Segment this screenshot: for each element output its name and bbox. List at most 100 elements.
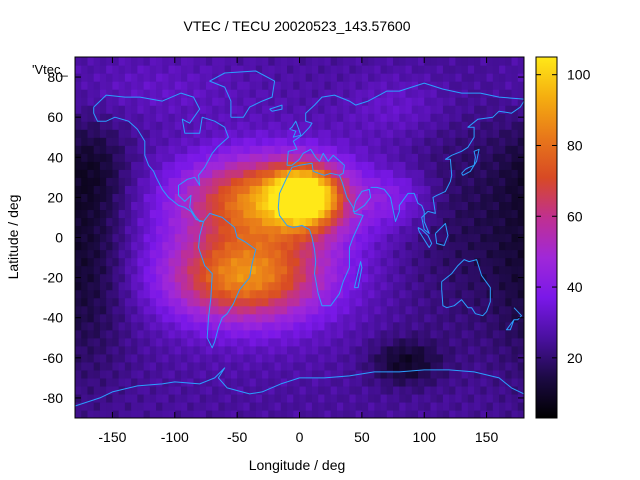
heatmap-cell [330, 281, 338, 291]
heatmap-cell [380, 217, 388, 227]
heatmap-cell [156, 217, 163, 227]
heatmap-cell [149, 169, 157, 178]
heatmap-cell [430, 265, 438, 275]
heatmap-cell [430, 361, 438, 371]
heatmap-cell [205, 257, 213, 267]
heatmap-cell [162, 409, 170, 418]
heatmap-cell [449, 257, 457, 267]
heatmap-cell [81, 89, 89, 98]
heatmap-cell [417, 105, 425, 114]
heatmap-cell [480, 225, 488, 235]
heatmap-cell [137, 281, 145, 291]
heatmap-cell [368, 145, 375, 154]
heatmap-cell [112, 65, 120, 74]
heatmap-cell [181, 121, 188, 130]
heatmap-cell [467, 217, 475, 227]
heatmap-cell [361, 297, 369, 307]
heatmap-cell [467, 161, 475, 170]
heatmap-cell [268, 345, 276, 355]
heatmap-cell [199, 249, 207, 259]
heatmap-cell [187, 249, 195, 259]
heatmap-cell [224, 73, 232, 82]
heatmap-cell [442, 145, 450, 154]
heatmap-cell [112, 377, 120, 387]
heatmap-cell [137, 113, 145, 122]
heatmap-cell [156, 145, 163, 154]
heatmap-cell [237, 57, 244, 66]
heatmap-cell [75, 57, 82, 66]
heatmap-cell [467, 257, 475, 267]
heatmap-cell [436, 241, 444, 251]
heatmap-cell [168, 201, 176, 211]
heatmap-cell [287, 297, 294, 307]
heatmap-cell [224, 89, 232, 98]
heatmap-cell [168, 225, 176, 235]
heatmap-cell [137, 377, 145, 387]
heatmap-cell [442, 209, 450, 219]
heatmap-cell [361, 377, 369, 387]
heatmap-cell [361, 201, 369, 211]
heatmap-cell [436, 281, 444, 291]
heatmap-cell [399, 321, 407, 331]
heatmap-cell [368, 305, 375, 315]
heatmap-cell [492, 249, 500, 259]
heatmap-cell [156, 121, 163, 130]
heatmap-cell [330, 409, 338, 418]
heatmap-cell [262, 297, 269, 307]
heatmap-cell [118, 137, 126, 146]
heatmap-cell [193, 137, 201, 146]
heatmap-cell [442, 289, 450, 299]
heatmap-cell [199, 89, 207, 98]
heatmap-cell [156, 329, 163, 339]
heatmap-cell [386, 57, 394, 66]
heatmap-cell [368, 353, 375, 363]
heatmap-cell [274, 401, 282, 411]
heatmap-cell [461, 217, 469, 227]
heatmap-cell [274, 305, 282, 315]
heatmap-cell [299, 337, 307, 347]
heatmap-cell [442, 337, 450, 347]
heatmap-cell [124, 345, 132, 355]
heatmap-cell [405, 361, 413, 371]
heatmap-cell [349, 345, 357, 355]
heatmap-cell [112, 137, 120, 146]
heatmap-cell [505, 97, 513, 106]
heatmap-cell [349, 329, 357, 339]
heatmap-cell [174, 361, 182, 371]
heatmap-cell [449, 401, 457, 411]
heatmap-cell [343, 297, 350, 307]
heatmap-cell [87, 393, 95, 403]
heatmap-cell [424, 313, 432, 323]
heatmap-cell [149, 73, 157, 82]
heatmap-cell [368, 97, 375, 106]
heatmap-cell [124, 201, 132, 211]
heatmap-cell [249, 321, 257, 331]
heatmap-cell [280, 281, 288, 291]
heatmap-cell [442, 361, 450, 371]
heatmap-cell [218, 321, 226, 331]
heatmap-cell [112, 201, 120, 211]
heatmap-cell [517, 409, 524, 418]
heatmap-cell [480, 217, 488, 227]
heatmap-cell [349, 369, 357, 379]
heatmap-cell [143, 161, 151, 170]
heatmap-cell [287, 329, 294, 339]
heatmap-cell [480, 377, 488, 387]
heatmap-cell [374, 193, 382, 202]
heatmap-cell [324, 201, 332, 211]
heatmap-cell [393, 121, 400, 130]
heatmap-cell [293, 249, 301, 259]
heatmap-cell [193, 313, 201, 323]
heatmap-cell [137, 265, 145, 275]
heatmap-cell [467, 385, 475, 395]
heatmap-cell [280, 353, 288, 363]
colorbar-tick-label: 20 [567, 350, 583, 366]
heatmap-cell [156, 193, 163, 202]
heatmap-cell [430, 369, 438, 379]
heatmap-cell [449, 265, 457, 275]
heatmap-cell [193, 233, 201, 243]
heatmap-cell [93, 73, 101, 82]
heatmap-cell [162, 209, 170, 219]
heatmap-cell [106, 345, 114, 355]
